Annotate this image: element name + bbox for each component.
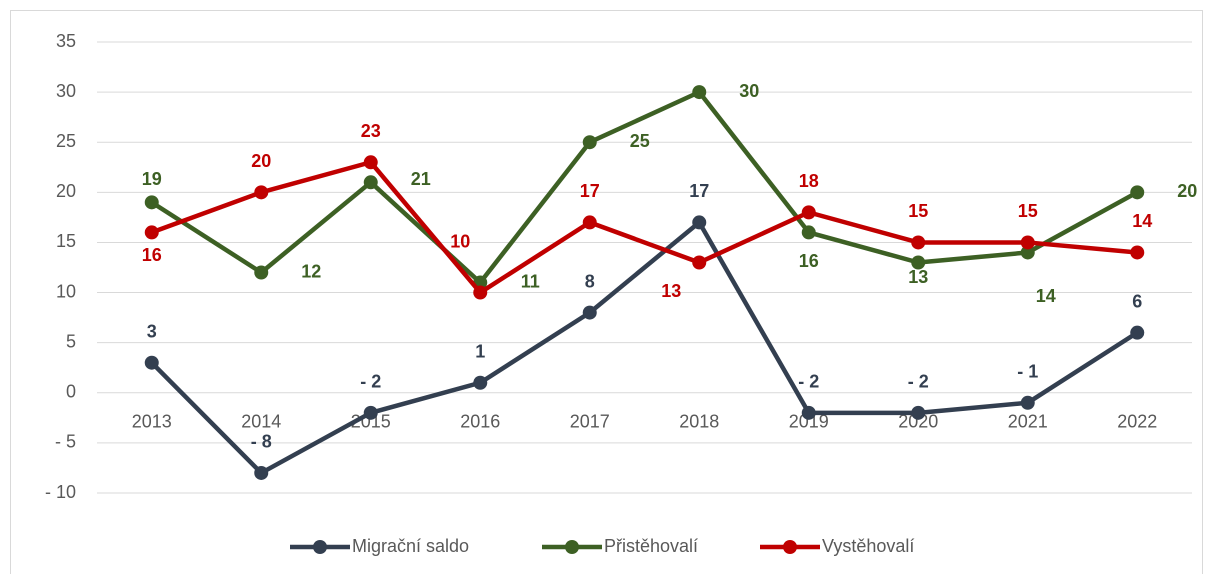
x-tick-label: 2018 [679, 412, 719, 432]
y-tick-label: 35 [56, 31, 76, 51]
point [144, 355, 159, 370]
data-label: 15 [908, 201, 928, 221]
data-label: - 8 [251, 432, 272, 452]
point [692, 255, 707, 270]
point [473, 375, 488, 390]
point [1020, 235, 1035, 250]
y-tick-label: 25 [56, 131, 76, 151]
point [254, 185, 269, 200]
legend-label: Migrační saldo [352, 536, 469, 556]
chart-frame [10, 10, 1203, 574]
data-label: - 1 [1017, 362, 1038, 382]
data-label: 23 [361, 121, 381, 141]
data-label: - 2 [908, 372, 929, 392]
point [254, 465, 269, 480]
point [254, 265, 269, 280]
data-label: 3 [147, 321, 157, 341]
point [911, 235, 926, 250]
data-label: 14 [1132, 211, 1152, 231]
data-label: 14 [1036, 286, 1056, 306]
point [1130, 245, 1145, 260]
point [692, 85, 707, 100]
data-label: 20 [251, 151, 271, 171]
point [363, 405, 378, 420]
data-label: 17 [689, 181, 709, 201]
point [801, 405, 816, 420]
x-tick-label: 2022 [1117, 412, 1157, 432]
x-tick-label: 2017 [570, 412, 610, 432]
series-line [150, 89, 1139, 285]
y-tick-label: 5 [66, 331, 76, 351]
point [801, 225, 816, 240]
data-label: - 2 [360, 372, 381, 392]
y-tick-label: 15 [56, 231, 76, 251]
x-tick-label: 2013 [132, 412, 172, 432]
data-label: 25 [630, 131, 650, 151]
data-label: 1 [475, 342, 485, 362]
x-tick-label: 2014 [241, 412, 281, 432]
point [1020, 245, 1035, 260]
point [582, 215, 597, 230]
data-label: 18 [799, 171, 819, 191]
point [911, 255, 926, 270]
point [1130, 185, 1145, 200]
y-tick-label: 20 [56, 181, 76, 201]
point [692, 215, 707, 230]
point [144, 195, 159, 210]
data-label: 16 [142, 245, 162, 265]
data-label: 15 [1018, 201, 1038, 221]
data-label: 30 [739, 81, 759, 101]
legend-marker [313, 540, 327, 554]
point [1130, 325, 1145, 340]
data-label: 13 [661, 281, 681, 301]
point [582, 305, 597, 320]
data-label: 19 [142, 169, 162, 189]
legend-marker [565, 540, 579, 554]
point [363, 175, 378, 190]
series-line [150, 160, 1138, 295]
data-label: 12 [301, 261, 321, 281]
legend-label: Vystěhovalí [822, 536, 914, 556]
y-tick-label: 0 [66, 382, 76, 402]
series-line [150, 220, 1139, 476]
point [911, 405, 926, 420]
data-label: 10 [450, 231, 470, 251]
y-tick-label: - 10 [45, 482, 76, 502]
x-tick-label: 2020 [898, 412, 938, 432]
y-tick-label: 30 [56, 81, 76, 101]
point [144, 225, 159, 240]
data-label: 13 [908, 267, 928, 287]
legend-marker [783, 540, 797, 554]
point [582, 135, 597, 150]
point [363, 155, 378, 170]
legend-label: Přistěhovalí [604, 536, 698, 556]
x-tick-label: 2016 [460, 412, 500, 432]
data-label: 11 [521, 271, 540, 291]
point [473, 285, 488, 300]
x-tick-label: 2021 [1008, 412, 1048, 432]
data-label: 17 [580, 181, 600, 201]
data-label: 8 [585, 271, 595, 291]
data-label: 6 [1132, 291, 1142, 311]
data-label: 20 [1177, 181, 1197, 201]
data-label: 16 [799, 251, 819, 271]
data-label: 21 [411, 169, 431, 189]
y-tick-label: 10 [56, 281, 76, 301]
data-label: - 2 [798, 372, 819, 392]
point [801, 205, 816, 220]
point [1020, 395, 1035, 410]
y-tick-label: - 5 [55, 432, 76, 452]
x-tick-label: 2019 [789, 412, 829, 432]
